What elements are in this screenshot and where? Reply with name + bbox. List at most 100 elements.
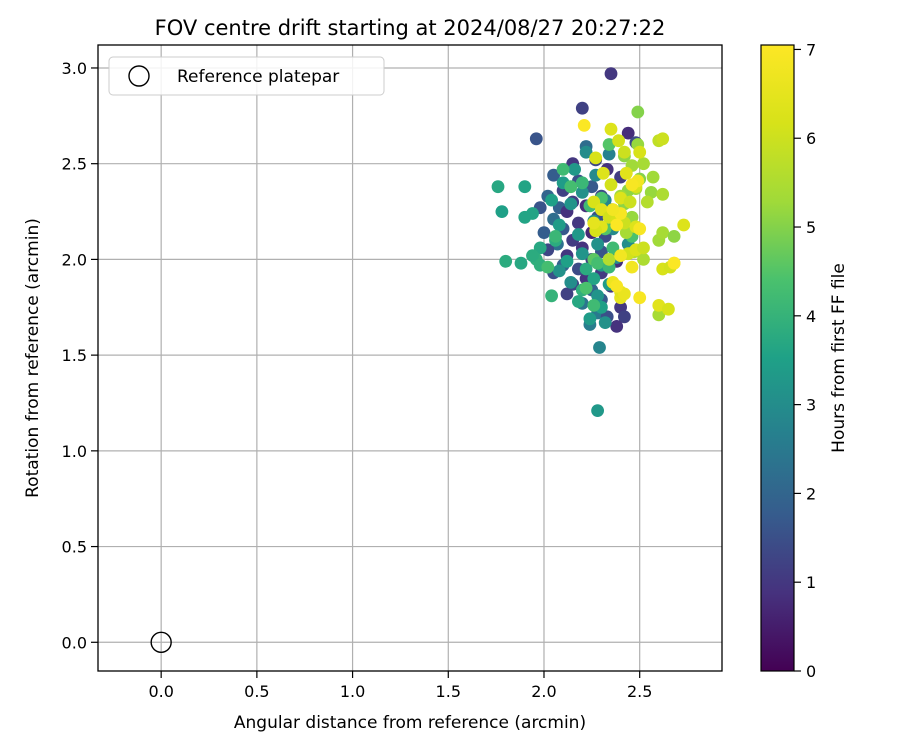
colorbar-tick-label: 4 <box>806 307 816 326</box>
scatter-point <box>618 310 631 324</box>
scatter-point <box>618 145 631 159</box>
y-tick-label: 0.0 <box>62 633 87 652</box>
scatter-point <box>619 166 633 180</box>
scatter-point <box>564 180 578 194</box>
scatter-point <box>667 230 681 243</box>
scatter-point <box>637 253 650 266</box>
scatter-point <box>593 341 606 354</box>
scatter-point <box>575 176 589 190</box>
scatter-point <box>499 254 513 268</box>
legend-box <box>108 56 385 96</box>
scatter-point <box>518 180 532 194</box>
legend: Reference platepar <box>108 56 385 96</box>
scatter-point <box>589 151 603 165</box>
scatter-point <box>591 404 604 417</box>
y-tick-label: 2.0 <box>62 250 87 269</box>
scatter-point <box>587 216 601 230</box>
scatter-point <box>606 203 620 217</box>
scatter-point <box>529 132 543 146</box>
scatter-point <box>596 166 610 180</box>
colorbar-tick-label: 1 <box>806 573 816 592</box>
scatter-point <box>491 180 505 194</box>
scatter-point <box>564 276 578 289</box>
scatter-point <box>644 186 658 199</box>
scatter-point <box>545 289 558 303</box>
scatter-point <box>633 145 647 159</box>
scatter-point <box>619 226 633 240</box>
scatter-point <box>625 260 639 274</box>
scatter-point <box>610 218 624 232</box>
y-tick-label: 1.0 <box>62 442 87 461</box>
scatter-point <box>572 216 585 230</box>
scatter-point <box>556 163 570 176</box>
colorbar-tick-label: 0 <box>806 662 816 681</box>
scatter-point <box>604 67 618 81</box>
scatter-point <box>633 222 647 236</box>
y-axis-ticks: 0.0 0.5 1.0 1.5 2.0 2.5 3.0 <box>62 59 98 652</box>
colorbar-tick-label: 7 <box>806 40 816 59</box>
x-tick-label: 2.0 <box>531 682 556 701</box>
scatter-point <box>667 256 681 270</box>
scatter-point <box>518 210 532 224</box>
scatter-point <box>591 289 604 303</box>
scatter-point <box>541 260 555 274</box>
chart-title: FOV centre drift starting at 2024/08/27 … <box>155 16 666 40</box>
x-tick-label: 2.5 <box>627 682 652 701</box>
scatter-point <box>526 249 539 262</box>
reference-marker-group <box>150 631 172 653</box>
y-tick-label: 1.5 <box>62 346 87 365</box>
x-axis-ticks: 0.0 0.5 1.0 1.5 2.0 2.5 <box>148 671 652 701</box>
scatter-point <box>640 195 654 209</box>
x-tick-label: 0.0 <box>148 682 173 701</box>
scatter-point <box>568 163 581 176</box>
scatter-point <box>587 299 601 312</box>
scatter-point <box>623 195 637 209</box>
plot-frame <box>97 44 723 672</box>
scatter-point <box>549 230 562 243</box>
colorbar: 0 1 2 3 4 5 6 7 Hours from first FF file <box>760 40 849 681</box>
scatter-point <box>591 237 604 251</box>
scatter-point <box>545 193 558 207</box>
scatter-point <box>656 226 670 240</box>
scatter-point <box>637 157 650 171</box>
y-axis-label: Rotation from reference (arcmin) <box>23 218 43 498</box>
scatter-point <box>604 178 618 192</box>
legend-entry-label: Reference platepar <box>177 67 339 87</box>
scatter-point <box>610 320 624 333</box>
scatter-point <box>552 218 566 232</box>
scatter-point <box>612 134 625 148</box>
scatter-point <box>547 168 560 182</box>
x-tick-label: 1.5 <box>436 682 461 701</box>
scatter-point <box>572 228 585 241</box>
reference-point-marker <box>150 631 172 653</box>
scatter-point <box>572 295 585 308</box>
scatter-point <box>575 247 589 261</box>
scatter-point <box>575 186 589 199</box>
colorbar-label: Hours from first FF file <box>829 263 849 453</box>
scatter-point <box>591 256 604 270</box>
scatter-point <box>652 308 666 322</box>
scatter-point <box>602 147 616 161</box>
scatter-point <box>579 281 593 295</box>
scatter-point <box>602 253 616 266</box>
colorbar-tick-label: 5 <box>806 218 816 237</box>
data-points <box>491 67 691 417</box>
scatter-point <box>575 101 589 115</box>
scatter-point <box>564 197 578 211</box>
x-axis-label: Angular distance from reference (arcmin) <box>234 713 586 733</box>
scatter-point <box>587 272 601 285</box>
y-tick-label: 3.0 <box>62 59 87 78</box>
scatter-point <box>514 256 528 270</box>
scatter-point <box>625 178 639 192</box>
scatter-point <box>537 226 551 240</box>
scatter-point <box>631 105 645 119</box>
colorbar-gradient <box>760 44 795 672</box>
scatter-point <box>560 254 574 268</box>
scatter-point <box>579 262 593 276</box>
scatter-point <box>646 170 660 184</box>
x-tick-label: 0.5 <box>244 682 269 701</box>
colorbar-tick-label: 2 <box>806 484 816 503</box>
scatter-point <box>604 122 618 136</box>
scatter-point <box>614 249 627 262</box>
